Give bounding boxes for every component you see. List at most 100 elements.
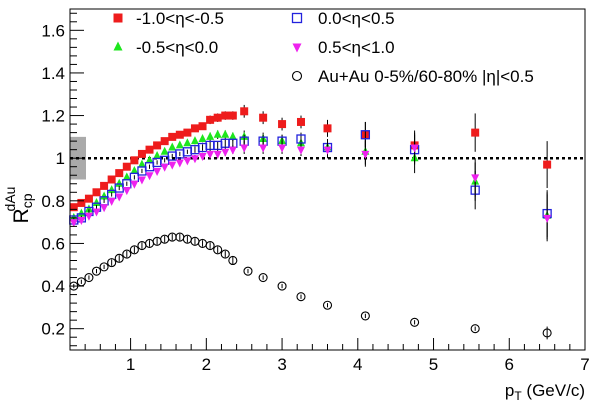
legend-label: -0.5<η<0.0 (136, 38, 218, 57)
data-point (323, 146, 332, 155)
data-point (228, 111, 237, 120)
y-tick-label: 1.2 (41, 107, 65, 126)
data-point (322, 300, 333, 310)
data-point (122, 249, 132, 259)
data-point (91, 266, 102, 276)
data-point (471, 174, 480, 183)
x-axis-title-unit: (GeV/c) (522, 381, 585, 400)
data-point (137, 149, 146, 158)
data-point (410, 317, 420, 327)
data-point (77, 208, 86, 217)
legend-marker (291, 12, 303, 24)
data-point (168, 142, 177, 151)
data-point (114, 253, 124, 263)
legend-label: 0.0<η<0.5 (318, 9, 395, 28)
y-axis-title-sub: cp (19, 193, 35, 208)
data-point (278, 120, 287, 129)
data-point (470, 324, 480, 334)
data-point (190, 124, 199, 133)
data-point (153, 141, 162, 150)
y-axis-title: RcpdAu (2, 187, 35, 224)
legend-marker (113, 13, 123, 23)
data-point (258, 272, 268, 283)
data-point (323, 124, 332, 133)
data-point (183, 128, 192, 137)
data-point (221, 129, 230, 138)
data-point (92, 208, 101, 217)
data-point (361, 150, 370, 159)
data-point (145, 172, 154, 181)
series-1 (69, 129, 552, 240)
x-tick-label: 7 (580, 355, 589, 374)
data-point (190, 136, 199, 145)
data-point (129, 245, 139, 255)
data-point (100, 191, 109, 200)
data-point (145, 145, 154, 154)
data-point (122, 187, 131, 196)
x-axis-title-main: p (505, 381, 514, 400)
data-point (92, 188, 101, 197)
data-point (69, 219, 78, 228)
data-point (92, 197, 101, 206)
data-point (296, 117, 305, 126)
legend-marker (292, 43, 302, 53)
data-point (160, 146, 169, 155)
data-point (278, 144, 287, 153)
x-axis-title-sub: T (514, 389, 522, 403)
data-point (153, 167, 162, 176)
data-point (69, 212, 78, 221)
data-point (228, 255, 238, 266)
data-point (277, 281, 287, 291)
data-point (221, 148, 230, 157)
data-point (122, 172, 131, 181)
data-point (206, 150, 215, 159)
data-point (213, 129, 222, 138)
data-point (543, 160, 552, 169)
x-tick-label: 1 (126, 355, 135, 374)
data-point (84, 212, 93, 221)
y-tick-label: 0.4 (41, 277, 65, 296)
series-3 (69, 132, 552, 242)
x-axis-title: pT (GeV/c) (505, 381, 585, 403)
data-point (220, 249, 230, 259)
y-tick-label: 0.8 (41, 192, 65, 211)
data-point (153, 151, 162, 160)
data-point (107, 258, 117, 268)
data-point (228, 146, 237, 155)
data-point (115, 169, 124, 178)
x-tick-label: 2 (202, 355, 211, 374)
series-4 (69, 232, 552, 340)
data-point (77, 198, 86, 207)
data-point (198, 134, 207, 143)
data-point (175, 130, 184, 139)
data-point (542, 328, 552, 338)
data-point (410, 144, 419, 153)
data-point (99, 262, 109, 272)
legend: -1.0<η<-0.5 -0.5<η<0.0 0.0<η<0.5 0.5<η<1.0 A… (113, 9, 534, 86)
data-point (160, 163, 169, 172)
data-point (77, 216, 86, 225)
data-point (221, 111, 230, 120)
y-tick-label: 0.2 (41, 320, 65, 339)
data-point (145, 155, 154, 164)
x-tick-label: 6 (505, 355, 514, 374)
data-point (130, 165, 139, 174)
data-point (122, 162, 131, 171)
data-point (168, 161, 177, 170)
data-point (137, 159, 146, 168)
data-point (240, 107, 249, 116)
axis-ticks-layer: 1 2 3 4 5 6 7 0.2 0.4 0.6 0.8 1 1.2 1.4 1.6 (41, 12, 590, 374)
data-point (205, 241, 215, 251)
data-point (190, 155, 199, 164)
data-point (160, 137, 169, 146)
data-point (168, 132, 177, 141)
data-point (206, 115, 215, 124)
y-tick-label: 0.6 (41, 234, 65, 253)
data-point (183, 157, 192, 166)
data-point (296, 146, 305, 155)
data-point (206, 131, 215, 140)
data-point (107, 197, 116, 206)
data-point (228, 131, 237, 140)
x-tick-label: 4 (353, 355, 362, 374)
